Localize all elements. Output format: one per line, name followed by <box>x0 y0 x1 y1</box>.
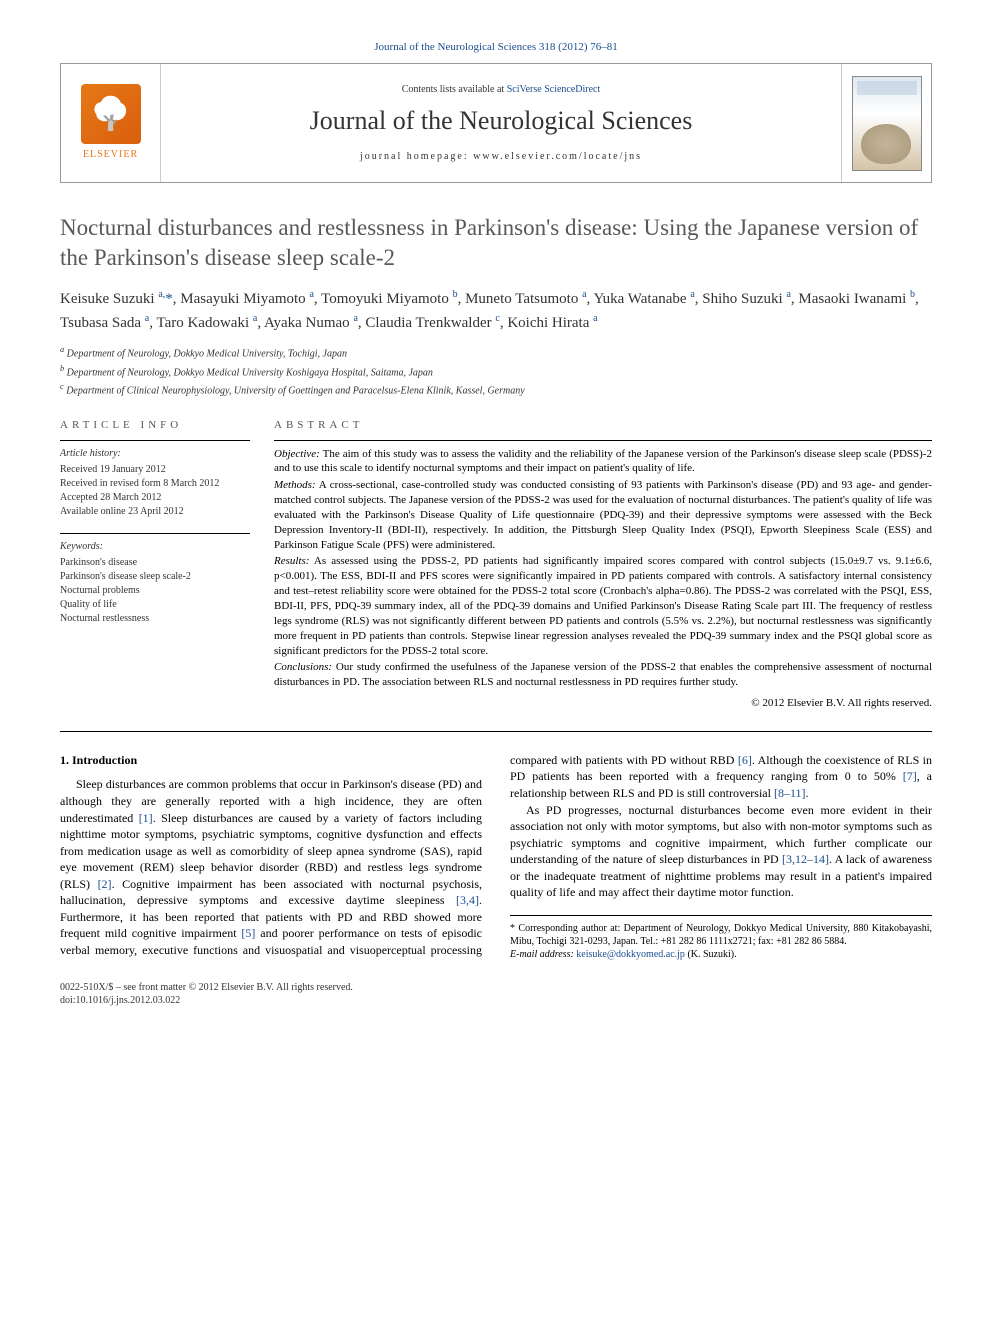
ref-1[interactable]: [1] <box>139 811 153 825</box>
keyword: Parkinson's disease <box>60 556 250 570</box>
keywords-block: Keywords: Parkinson's disease Parkinson'… <box>60 533 250 626</box>
keyword: Quality of life <box>60 598 250 612</box>
abstract-heading: ABSTRACT <box>274 418 932 433</box>
ref-2[interactable]: [2] <box>98 877 112 891</box>
article-title: Nocturnal disturbances and restlessness … <box>60 213 932 273</box>
objective-text: The aim of this study was to assess the … <box>274 448 932 475</box>
methods-text: A cross-sectional, case-controlled study… <box>274 479 932 550</box>
elsevier-tree-icon <box>81 84 141 144</box>
ref-3-4[interactable]: [3,4] <box>456 893 479 907</box>
results-text: As assessed using the PDSS-2, PD patient… <box>274 555 932 656</box>
ref-7[interactable]: [7] <box>903 769 917 783</box>
objective-label: Objective: <box>274 448 320 460</box>
history-label: Article history: <box>60 447 250 461</box>
cover-thumbnail <box>852 76 922 171</box>
author-email[interactable]: keisuke@dokkyomed.ac.jp <box>576 949 685 960</box>
methods-label: Methods: <box>274 479 316 491</box>
ref-6[interactable]: [6] <box>738 753 752 767</box>
journal-header: ELSEVIER Contents lists available at Sci… <box>60 63 932 183</box>
abstract-column: ABSTRACT Objective: The aim of this stud… <box>274 418 932 711</box>
keyword: Nocturnal problems <box>60 584 250 598</box>
affiliation-line: c Department of Clinical Neurophysiology… <box>60 381 932 398</box>
history-line: Received in revised form 8 March 2012 <box>60 477 250 491</box>
keyword: Nocturnal restlessness <box>60 612 250 626</box>
contents-line: Contents lists available at SciVerse Sci… <box>402 83 601 97</box>
history-line: Available online 23 April 2012 <box>60 505 250 519</box>
article-info-heading: ARTICLE INFO <box>60 418 250 433</box>
article-history-block: Article history: Received 19 January 201… <box>60 440 250 519</box>
conclusions-label: Conclusions: <box>274 661 332 673</box>
corresponding-author-footnote: * Corresponding author at: Department of… <box>510 915 932 961</box>
keywords-label: Keywords: <box>60 540 250 554</box>
results-label: Results: <box>274 555 309 567</box>
section-1-heading: 1. Introduction <box>60 752 482 769</box>
author-list: Keisuke Suzuki a,*, Masayuki Miyamoto a,… <box>60 287 932 334</box>
abstract-copyright: © 2012 Elsevier B.V. All rights reserved… <box>274 696 932 711</box>
elsevier-text: ELSEVIER <box>83 148 138 162</box>
history-line: Received 19 January 2012 <box>60 463 250 477</box>
affiliation-line: b Department of Neurology, Dokkyo Medica… <box>60 363 932 380</box>
abstract-body: Objective: The aim of this study was to … <box>274 440 932 711</box>
elsevier-logo: ELSEVIER <box>61 64 161 182</box>
section-divider <box>60 731 932 732</box>
affiliation-line: a Department of Neurology, Dokkyo Medica… <box>60 344 932 361</box>
email-suffix: (K. Suzuki). <box>685 949 737 960</box>
conclusions-text: Our study confirmed the usefulness of th… <box>274 661 932 688</box>
journal-title: Journal of the Neurological Sciences <box>310 103 693 139</box>
article-info-column: ARTICLE INFO Article history: Received 1… <box>60 418 250 711</box>
issue-citation[interactable]: Journal of the Neurological Sciences 318… <box>60 40 932 55</box>
doi-line: doi:10.1016/j.jns.2012.03.022 <box>60 994 932 1007</box>
article-body: 1. Introduction Sleep disturbances are c… <box>60 752 932 961</box>
email-label: E-mail address: <box>510 949 576 960</box>
keyword: Parkinson's disease sleep scale-2 <box>60 570 250 584</box>
history-line: Accepted 28 March 2012 <box>60 491 250 505</box>
body-paragraph: As PD progresses, nocturnal disturbances… <box>510 802 932 901</box>
journal-header-center: Contents lists available at SciVerse Sci… <box>161 64 841 182</box>
front-matter-line: 0022-510X/$ – see front matter © 2012 El… <box>60 981 932 994</box>
ref-8-11[interactable]: [8–11] <box>774 786 806 800</box>
ref-5[interactable]: [5] <box>241 926 255 940</box>
footer-meta: 0022-510X/$ – see front matter © 2012 El… <box>60 981 932 1007</box>
affiliations: a Department of Neurology, Dokkyo Medica… <box>60 344 932 398</box>
journal-cover <box>841 64 931 182</box>
corr-author-text: * Corresponding author at: Department of… <box>510 922 932 948</box>
journal-homepage: journal homepage: www.elsevier.com/locat… <box>360 150 642 164</box>
ref-3-12-14[interactable]: [3,12–14] <box>782 852 829 866</box>
sciencedirect-link[interactable]: SciVerse ScienceDirect <box>507 84 601 95</box>
contents-prefix: Contents lists available at <box>402 84 507 95</box>
